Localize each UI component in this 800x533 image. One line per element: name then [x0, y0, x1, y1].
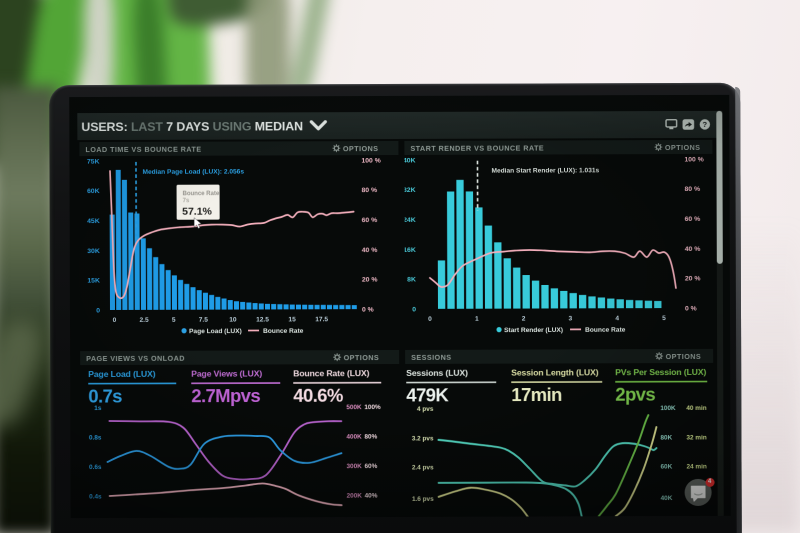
svg-text:400K: 400K: [346, 434, 362, 441]
svg-text:Sessions (LUX): Sessions (LUX): [406, 368, 468, 378]
svg-text:4: 4: [615, 315, 619, 322]
svg-text:479K: 479K: [406, 384, 449, 405]
svg-text:10: 10: [229, 317, 237, 324]
svg-text:500K: 500K: [346, 404, 362, 411]
svg-text:15: 15: [288, 316, 296, 323]
svg-text:0: 0: [113, 317, 117, 324]
svg-text:Bounce Rate: Bounce Rate: [183, 191, 220, 197]
svg-text:200K: 200K: [347, 493, 363, 500]
svg-text:3.2 pvs: 3.2 pvs: [412, 436, 434, 443]
svg-text:60K: 60K: [87, 188, 100, 195]
svg-text:2: 2: [522, 316, 526, 323]
svg-text:Start Render (LUX): Start Render (LUX): [504, 327, 563, 334]
svg-text:1: 1: [475, 316, 479, 323]
svg-text:24K: 24K: [404, 217, 415, 224]
svg-text:40K: 40K: [404, 157, 415, 164]
svg-text:2pvs: 2pvs: [615, 384, 655, 405]
svg-text:Page Views (LUX): Page Views (LUX): [191, 368, 262, 378]
svg-text:40%: 40%: [365, 493, 378, 500]
svg-text:60 %: 60 %: [685, 216, 701, 223]
svg-text:17min: 17min: [511, 384, 562, 405]
svg-text:0.4s: 0.4s: [89, 494, 102, 501]
svg-text:Median Start Render (LUX): 1.0: Median Start Render (LUX): 1.031s: [491, 167, 599, 174]
svg-text:17.5: 17.5: [315, 316, 328, 323]
svg-text:60 %: 60 %: [362, 217, 378, 224]
svg-text:45K: 45K: [87, 218, 100, 225]
svg-text:100%: 100%: [364, 404, 381, 411]
svg-text:40 min: 40 min: [686, 405, 706, 412]
svg-text:80%: 80%: [364, 434, 377, 441]
svg-text:0 %: 0 %: [685, 305, 697, 312]
svg-text:0: 0: [412, 306, 416, 313]
svg-text:16K: 16K: [404, 247, 415, 254]
svg-text:4 pvs: 4 pvs: [417, 406, 434, 413]
svg-text:30K: 30K: [87, 248, 100, 255]
svg-text:80K: 80K: [660, 435, 672, 442]
svg-text:7s: 7s: [183, 198, 190, 204]
svg-text:5: 5: [172, 317, 176, 324]
svg-text:PVs Per Session (LUX): PVs Per Session (LUX): [615, 367, 706, 377]
svg-text:300K: 300K: [347, 463, 363, 470]
svg-text:?: ?: [703, 120, 708, 129]
svg-text:57.1%: 57.1%: [182, 206, 212, 218]
svg-text:40K: 40K: [661, 495, 673, 502]
svg-text:100 %: 100 %: [684, 156, 703, 163]
svg-text:Bounce Rate (LUX): Bounce Rate (LUX): [293, 368, 369, 378]
svg-text:40.6%: 40.6%: [293, 385, 343, 406]
svg-text:100K: 100K: [660, 405, 676, 412]
svg-text:80 %: 80 %: [362, 187, 378, 194]
svg-text:32K: 32K: [404, 187, 415, 194]
svg-text:1.6 pvs: 1.6 pvs: [412, 496, 434, 503]
svg-text:2.5: 2.5: [140, 317, 150, 324]
svg-text:24 min: 24 min: [687, 464, 707, 471]
svg-text:80 %: 80 %: [685, 186, 701, 193]
svg-text:0 %: 0 %: [362, 306, 374, 313]
svg-text:0.7s: 0.7s: [88, 385, 122, 406]
svg-text:20 %: 20 %: [685, 276, 701, 283]
svg-text:12.5: 12.5: [256, 316, 269, 323]
svg-text:Median Page Load (LUX): 2.056s: Median Page Load (LUX): 2.056s: [142, 169, 244, 176]
svg-text:100 %: 100 %: [361, 157, 380, 164]
svg-text:Page Load (LUX): Page Load (LUX): [189, 328, 242, 335]
svg-text:75K: 75K: [87, 158, 100, 165]
svg-text:2.4 pvs: 2.4 pvs: [412, 465, 434, 472]
svg-text:2.7Mpvs: 2.7Mpvs: [191, 385, 260, 406]
svg-text:60%: 60%: [365, 463, 378, 470]
svg-text:1s: 1s: [94, 405, 102, 412]
svg-text:40 %: 40 %: [685, 246, 701, 253]
svg-text:0.8s: 0.8s: [89, 435, 102, 442]
svg-text:15K: 15K: [87, 278, 100, 285]
svg-text:8K: 8K: [407, 277, 416, 284]
svg-text:Session Length (LUX): Session Length (LUX): [511, 367, 599, 377]
svg-text:3: 3: [569, 315, 573, 322]
svg-text:Bounce Rate: Bounce Rate: [585, 327, 626, 334]
svg-text:5: 5: [662, 315, 666, 322]
svg-text:Bounce Rate: Bounce Rate: [263, 328, 304, 335]
svg-text:7.5: 7.5: [199, 317, 209, 324]
svg-text:Page Load (LUX): Page Load (LUX): [88, 369, 156, 379]
svg-text:60K: 60K: [661, 464, 673, 471]
svg-text:0.6s: 0.6s: [89, 464, 102, 471]
svg-text:20 %: 20 %: [362, 277, 378, 284]
svg-text:0: 0: [428, 316, 432, 323]
svg-text:40 %: 40 %: [362, 247, 378, 254]
svg-text:0: 0: [96, 307, 100, 314]
svg-text:32 min: 32 min: [686, 435, 706, 442]
